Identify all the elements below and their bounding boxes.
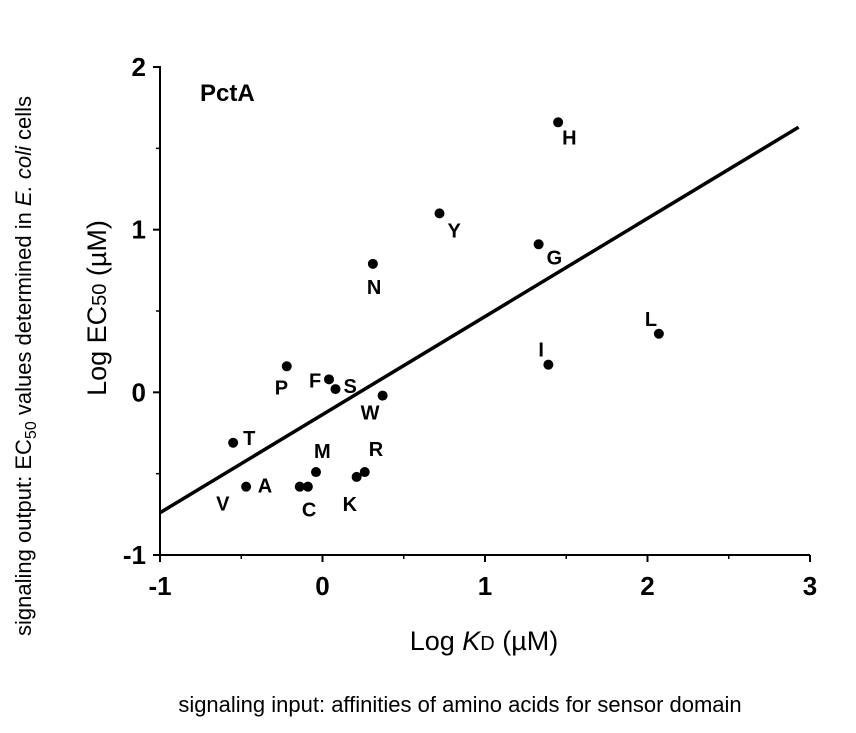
data-point-Y bbox=[434, 208, 445, 219]
point-label-F: F bbox=[309, 370, 321, 392]
data-point-A bbox=[294, 481, 305, 492]
data-point-S bbox=[330, 384, 341, 395]
y-tick-label-3: 2 bbox=[132, 52, 146, 82]
data-point-H bbox=[553, 117, 564, 128]
data-point-G bbox=[533, 239, 544, 250]
outer-x-label: signaling input: affinities of amino aci… bbox=[178, 692, 741, 717]
data-point-R bbox=[359, 467, 370, 478]
x-tick-label-2: 1 bbox=[478, 571, 492, 601]
point-label-W: W bbox=[361, 403, 380, 425]
x-tick-label-4: 3 bbox=[803, 571, 817, 601]
fit-line bbox=[159, 125, 800, 515]
outer-y-label: signaling output: EC50 values determined… bbox=[11, 96, 40, 636]
data-point-P bbox=[281, 361, 292, 372]
y-tick-label-0: -1 bbox=[123, 540, 146, 570]
point-label-I: I bbox=[538, 340, 544, 362]
point-label-A: A bbox=[258, 476, 272, 498]
point-label-V: V bbox=[216, 494, 230, 516]
data-point-C bbox=[302, 481, 313, 492]
plot-area: -1 0 1 2 3 -1 0 1 2 H Y G N L I P F SW T M R A C K V bbox=[123, 52, 817, 601]
data-point-F bbox=[324, 374, 334, 385]
point-label-L: L bbox=[645, 309, 657, 331]
point-label-K: K bbox=[343, 494, 358, 516]
y-tick-label-1: 0 bbox=[132, 377, 146, 407]
point-label-R: R bbox=[369, 439, 384, 461]
y-tick-label-2: 1 bbox=[132, 215, 146, 245]
x-tick-label-0: -1 bbox=[148, 571, 171, 601]
x-axis-label: Log KD (µM) bbox=[410, 626, 559, 656]
point-label-C: C bbox=[302, 500, 316, 522]
point-label-N: N bbox=[367, 277, 381, 299]
point-label-H: H bbox=[562, 127, 576, 149]
data-point-L bbox=[653, 328, 664, 339]
x-tick-label-3: 2 bbox=[640, 571, 654, 601]
data-point-V bbox=[241, 481, 252, 492]
y-axis-label: Log EC50 (µM) bbox=[82, 220, 112, 396]
data-point-M bbox=[311, 467, 321, 478]
data-point-N bbox=[367, 258, 378, 269]
data-point-T bbox=[228, 437, 239, 448]
point-label-S: S bbox=[344, 376, 357, 398]
x-tick-label-1: 0 bbox=[315, 571, 329, 601]
chart-title: PctA bbox=[200, 80, 255, 107]
point-label-M: M bbox=[314, 441, 331, 463]
point-label-T: T bbox=[243, 428, 255, 450]
point-label-P: P bbox=[275, 377, 288, 399]
data-point-I bbox=[543, 359, 554, 370]
point-label-Y: Y bbox=[448, 220, 462, 242]
point-label-G: G bbox=[547, 247, 563, 269]
data-point-K bbox=[351, 471, 362, 482]
data-point-W bbox=[377, 390, 388, 401]
